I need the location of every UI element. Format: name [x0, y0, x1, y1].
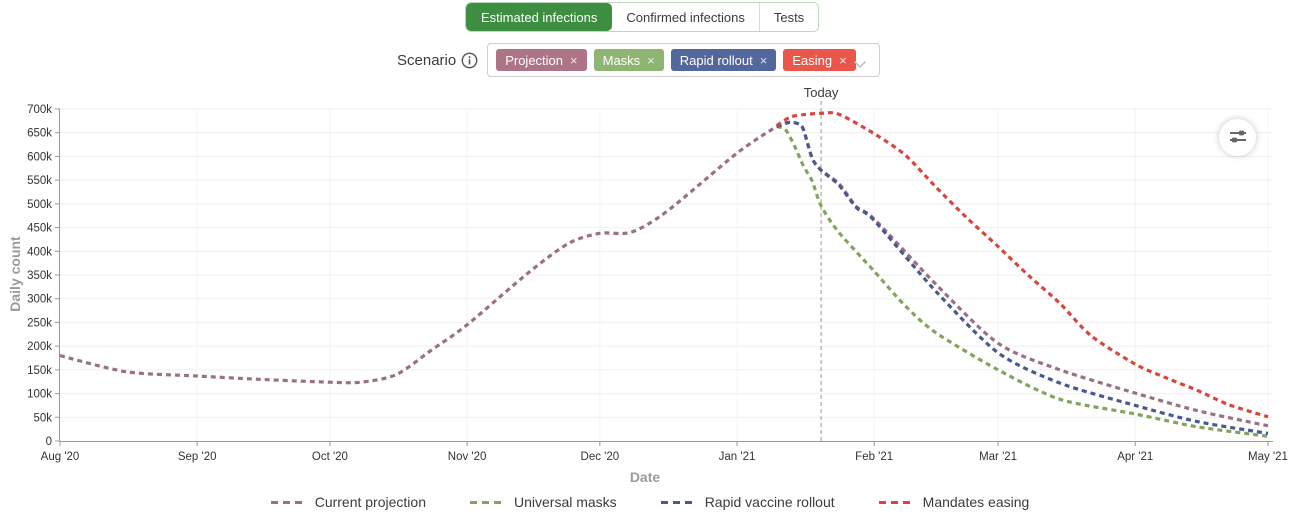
- gridlines: [60, 108, 1272, 441]
- info-icon[interactable]: [461, 52, 478, 69]
- tab-confirmed-infections[interactable]: Confirmed infections: [612, 3, 759, 31]
- x-tick-label: Jan '21: [719, 451, 756, 463]
- scenario-tag-rapid-rollout: Rapid rollout ×: [670, 49, 777, 71]
- legend-label: Current projection: [314, 494, 426, 510]
- y-axis-title: Daily count: [7, 236, 23, 312]
- x-tick-label: Feb '21: [855, 451, 893, 463]
- legend-item-universal-masks[interactable]: Universal masks: [469, 494, 617, 510]
- x-tick-label: Oct '20: [312, 451, 348, 463]
- today-label: Today: [804, 85, 839, 100]
- legend-dash-marker: [469, 500, 501, 504]
- y-tick-label: 550k: [27, 175, 52, 187]
- x-tick-label: Sep '20: [178, 451, 217, 463]
- tab-tests[interactable]: Tests: [758, 3, 819, 31]
- legend-label: Rapid vaccine rollout: [704, 494, 835, 510]
- y-tick-label: 500k: [27, 199, 52, 211]
- legend-dash-marker: [660, 500, 692, 504]
- x-tick-label: May '21: [1248, 451, 1288, 463]
- legend-item-current-projection[interactable]: Current projection: [270, 494, 426, 510]
- scenario-label: Scenario: [397, 51, 457, 69]
- scenario-tag-projection: Projection ×: [496, 49, 587, 71]
- axes: Aug '20 Sep '20 Oct '20 Nov '20 Dec '20 Jan '…: [27, 104, 1288, 463]
- chart-legend: Current projection Universal masks Rapid v…: [0, 494, 1300, 510]
- scenario-tag-label: Masks: [602, 52, 641, 68]
- y-tick-label: 700k: [27, 104, 52, 116]
- chart-options-button[interactable]: [1219, 119, 1256, 156]
- y-tick-label: 600k: [27, 151, 52, 163]
- y-tick-label: 200k: [27, 341, 52, 353]
- x-tick-label: Aug '20: [41, 451, 80, 463]
- legend-dash-marker: [270, 500, 302, 504]
- scenario-tag-easing: Easing ×: [783, 49, 856, 71]
- scenario-tag-label: Rapid rollout: [679, 52, 753, 68]
- series-mandates-easing: [775, 111, 1269, 419]
- tab-estimated-infections[interactable]: Estimated infections: [466, 3, 613, 31]
- x-tick-label: Nov '20: [448, 451, 487, 463]
- metric-tabs: Estimated infections Confirmed infections…: [465, 2, 820, 32]
- x-axis-title: Date: [629, 469, 661, 485]
- scenario-row: Scenario Projection × Masks × Rapid rollout ×…: [397, 43, 881, 77]
- y-tick-label: 300k: [27, 294, 52, 306]
- scenario-tag-label: Easing: [792, 52, 833, 68]
- legend-label: Universal masks: [513, 494, 617, 510]
- scenario-tag-label: Projection: [505, 52, 564, 68]
- y-tick-label: 400k: [27, 246, 52, 258]
- today-marker: Today: [804, 85, 839, 441]
- y-tick-label: 650k: [27, 128, 52, 140]
- x-tick-label: Dec '20: [581, 451, 620, 463]
- series-current-projection: [59, 120, 1269, 428]
- series-rapid-vaccine-rollout: [776, 120, 1269, 435]
- scenario-select[interactable]: Projection × Masks × Rapid rollout × Easing ×: [487, 43, 881, 77]
- legend-label: Mandates easing: [922, 494, 1030, 510]
- y-tick-label: 50k: [33, 412, 52, 424]
- scenario-tag-masks: Masks ×: [593, 49, 664, 71]
- legend-dash-marker: [878, 500, 910, 504]
- y-tick-label: 250k: [27, 317, 52, 329]
- remove-tag-icon[interactable]: ×: [759, 52, 768, 68]
- x-tick-label: Apr '21: [1117, 451, 1153, 463]
- y-tick-label: 100k: [27, 389, 52, 401]
- y-tick-label: 0: [46, 436, 52, 448]
- x-tick-label: Mar '21: [979, 451, 1017, 463]
- legend-item-rapid-vaccine-rollout[interactable]: Rapid vaccine rollout: [660, 494, 835, 510]
- chevron-down-icon[interactable]: [853, 56, 867, 74]
- y-tick-label: 450k: [27, 223, 52, 235]
- remove-tag-icon[interactable]: ×: [647, 52, 655, 68]
- remove-tag-icon[interactable]: ×: [839, 52, 847, 68]
- sliders-icon: [1227, 125, 1249, 150]
- y-tick-label: 350k: [27, 270, 52, 282]
- series-universal-masks: [776, 124, 1269, 438]
- remove-tag-icon[interactable]: ×: [570, 52, 578, 68]
- y-tick-label: 150k: [27, 365, 52, 377]
- legend-item-mandates-easing[interactable]: Mandates easing: [878, 494, 1030, 510]
